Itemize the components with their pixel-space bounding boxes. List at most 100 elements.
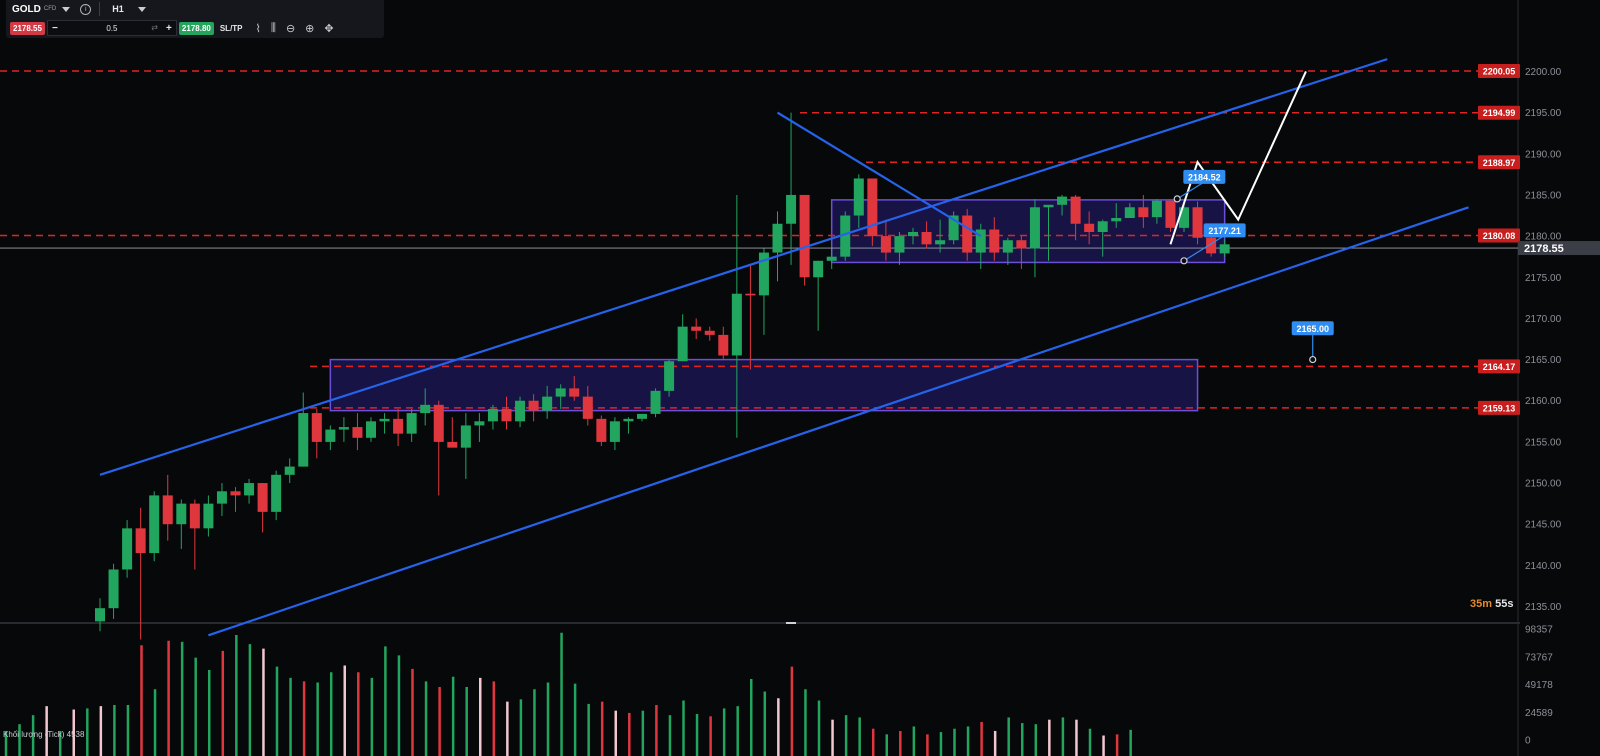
symbol-dropdown-icon[interactable] [62, 6, 71, 12]
candle-body [1192, 207, 1203, 238]
candle-body [352, 427, 363, 438]
candle-body [406, 413, 417, 434]
symbol-type: CFD [43, 6, 57, 12]
price-axis: 2135.00 2140.00 2145.00 2150.00 2155.00 2160.… [1518, 67, 1600, 747]
symbol-label[interactable]: GOLD [12, 3, 41, 15]
crosshair-icon[interactable]: ✥ [324, 22, 334, 35]
decrease-button[interactable]: − [52, 22, 58, 34]
candle-body [718, 334, 729, 356]
candle-body [1043, 204, 1054, 208]
candle-body [677, 326, 688, 362]
candle-body [1165, 200, 1176, 228]
line-chart-icon[interactable]: ⌇ [255, 22, 261, 35]
callout-anchor [1180, 257, 1188, 265]
current-price-tag: 2178.55 [1524, 243, 1564, 255]
candle-body [284, 466, 295, 475]
trendline-upper-channel [99, 58, 1388, 476]
price-tick-label: 2145.00 [1525, 520, 1562, 531]
candle-body [135, 528, 146, 554]
volume-tick-label: 0 [1525, 736, 1531, 747]
price-tick-label: 2180.00 [1525, 232, 1562, 243]
swap-icon[interactable]: ⇄ [151, 23, 158, 32]
quantity-stepper[interactable]: − 0.5 ⇄ + [46, 20, 177, 36]
price-callouts[interactable]: 2184.52 2177.21 2165.00 [1173, 169, 1334, 364]
level-tag-bg [1478, 228, 1520, 243]
candle-body [1084, 223, 1095, 232]
timeframe-select[interactable]: H1 [112, 4, 124, 14]
zoom-in-icon[interactable]: ⊕ [305, 22, 315, 35]
candle-body [935, 240, 946, 245]
candle-body [1057, 196, 1068, 205]
indicators-icon[interactable]: ⫼ [270, 21, 276, 34]
symbol-row: GOLD CFD i H1 [6, 0, 146, 18]
bid-price[interactable]: 2178.55 [10, 21, 45, 35]
candle-body [460, 425, 471, 448]
level-tag: 2200.05 [1483, 67, 1516, 77]
trendline-descending-line [776, 111, 982, 238]
level-tag-bg [1478, 400, 1520, 415]
candle-body [420, 404, 431, 414]
candle-body [338, 427, 349, 430]
trendlines[interactable] [99, 58, 1469, 637]
divider [99, 2, 101, 16]
candle-body [311, 413, 322, 442]
price-tick-label: 2135.00 [1525, 602, 1562, 613]
candle-body [582, 396, 593, 419]
increase-button[interactable]: + [166, 22, 172, 34]
callout-box [1183, 169, 1226, 184]
ask-price[interactable]: 2178.80 [178, 21, 214, 35]
zoom-out-icon[interactable]: ⊖ [285, 22, 296, 35]
candle-body [650, 390, 661, 414]
candle-body [542, 396, 553, 411]
projection-line [1169, 71, 1307, 245]
callout-pointer [1176, 181, 1205, 200]
candle-body [975, 229, 986, 253]
price-tick-label: 2160.00 [1525, 396, 1562, 407]
candle-body [298, 413, 309, 467]
info-icon[interactable]: i [80, 3, 92, 15]
price-tick-label: 2165.00 [1525, 355, 1562, 366]
candle-body [786, 194, 797, 224]
candle-body [840, 215, 851, 257]
horizontal-levels[interactable]: 2200.05 2194.99 2188.97 2180.08 2164.17 2159.… [0, 64, 1520, 415]
price-tick-label: 2150.00 [1525, 479, 1562, 490]
volume-tick-label: 24589 [1525, 708, 1553, 719]
separator-handle [786, 622, 796, 624]
candle-body [880, 236, 891, 253]
candle-body [176, 503, 187, 525]
candle-body [1151, 200, 1162, 218]
zone-demand-zone [329, 358, 1199, 412]
candle-body [921, 231, 932, 245]
candle-body [1016, 240, 1027, 249]
candle-body [474, 421, 485, 426]
candle-body [1219, 244, 1230, 254]
sltp-button[interactable]: SL/TP [219, 23, 243, 33]
candle-body [1002, 240, 1013, 253]
candle-body [948, 215, 959, 241]
candle-body [826, 256, 837, 261]
price-tick-label: 2185.00 [1525, 190, 1562, 201]
callout-label: 2177.21 [1208, 226, 1241, 236]
candle-body [162, 495, 173, 525]
projection-path[interactable] [1169, 71, 1307, 245]
callout-anchor [1173, 195, 1181, 203]
timeframe-dropdown-icon[interactable] [137, 6, 146, 12]
callout-box [1203, 223, 1246, 238]
candle-countdown: 35m 55s [1470, 598, 1513, 610]
callout-pointer [1183, 234, 1225, 262]
callout-anchor [1309, 355, 1317, 364]
price-tick-label: 2140.00 [1525, 561, 1562, 572]
callout-box [1291, 321, 1334, 336]
candle-body [515, 400, 526, 422]
level-tag-bg [1478, 105, 1520, 120]
candle-body [1070, 196, 1081, 224]
quantity-input[interactable]: 0.5 [106, 23, 118, 33]
candle-body [244, 483, 255, 496]
candle-body [95, 608, 105, 622]
candle-body [1029, 207, 1040, 249]
candle-body [1124, 207, 1135, 218]
trendline-lower-channel [208, 206, 1469, 637]
candle-body [501, 408, 512, 422]
volume-tick-label: 98357 [1525, 625, 1553, 636]
